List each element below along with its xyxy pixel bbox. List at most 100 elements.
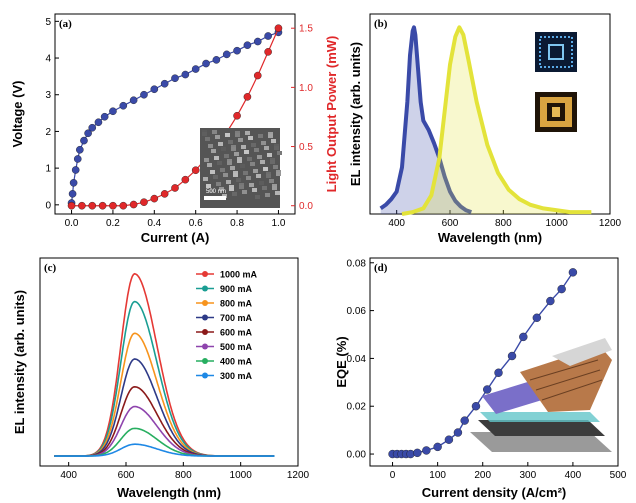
sem-grain xyxy=(228,140,233,144)
legend-swatch-marker xyxy=(202,285,208,292)
sem-grain xyxy=(250,162,255,166)
legend-swatch-marker xyxy=(202,358,208,364)
panel-a-voltage-point xyxy=(100,112,109,121)
panel-d-eqe-point xyxy=(557,284,566,294)
panel-d-label: (d) xyxy=(374,262,388,274)
panel-a-ytick-label: 0 xyxy=(45,200,51,211)
panel-d-xtick-label: 100 xyxy=(429,470,446,481)
legend-swatch-marker xyxy=(202,271,208,277)
panel-b-xtick-label: 400 xyxy=(388,218,405,229)
panel-a-voltage-point xyxy=(202,59,210,68)
panel-b-device-photo-gold xyxy=(535,92,577,132)
panel-a-ytick-label: 3 xyxy=(45,90,51,101)
sem-grain xyxy=(237,159,242,163)
panel-d-eqe-point xyxy=(444,435,454,444)
panel-a-power-point xyxy=(140,198,148,206)
sem-grain xyxy=(217,161,222,165)
panel-a-ytick-label: 2 xyxy=(45,127,51,138)
sem-grain xyxy=(209,189,214,193)
panel-a-y2label: Light Output Power (mW) xyxy=(324,36,339,193)
sem-grain xyxy=(243,171,248,175)
panel-a-voltage-point xyxy=(69,179,78,187)
panel-a-label: (a) xyxy=(59,18,72,30)
sem-grain xyxy=(214,156,219,160)
panel-c-spectrum-300-ma xyxy=(54,443,275,457)
panel-d-eqe-point xyxy=(460,416,469,425)
panel-a-power-point xyxy=(243,93,252,101)
panel-d-xtick-label: 300 xyxy=(519,470,536,481)
sem-grain xyxy=(215,135,220,139)
sem-grain xyxy=(252,188,257,192)
sem-grain xyxy=(227,161,232,165)
sem-grain xyxy=(211,149,216,153)
sem-grain xyxy=(257,155,262,159)
panel-d-ytick-label: 0.00 xyxy=(347,450,367,461)
legend-swatch-marker xyxy=(202,329,208,335)
panel-a-power-point xyxy=(150,194,159,203)
sem-grain xyxy=(241,145,246,149)
legend-label: 1000 mA xyxy=(220,270,258,280)
panel-a-voltage-point xyxy=(212,56,221,64)
panel-d-xtick-label: 500 xyxy=(610,470,627,481)
panel-a-voltage-point xyxy=(191,65,200,73)
panel-c-frame xyxy=(39,257,299,467)
panel-a-voltage-point xyxy=(94,118,103,127)
panel-d-eqe-point xyxy=(519,332,528,342)
sem-grain xyxy=(224,154,229,158)
panel-a-voltage-point xyxy=(243,41,252,49)
panel-a-power-point xyxy=(264,48,272,56)
panel-d-eqe-point xyxy=(494,368,503,377)
panel-a-power-point xyxy=(233,111,241,120)
panel-a-voltage-point xyxy=(68,190,77,198)
panel-a-power-point xyxy=(253,71,262,80)
panel-c-xtick-label: 400 xyxy=(60,470,77,481)
sem-grain xyxy=(249,183,254,187)
sem-grain xyxy=(263,167,268,171)
sem-grain xyxy=(235,133,240,137)
panel-a-ytick-label: 1 xyxy=(45,164,51,175)
panel-a-voltage-point xyxy=(129,96,138,105)
panel-d-eqe-point xyxy=(413,448,422,458)
panel-c-xtick-label: 600 xyxy=(118,470,135,481)
panel-a-voltage-point xyxy=(171,74,179,83)
sem-grain xyxy=(236,178,241,182)
sem-grain xyxy=(244,150,249,154)
sem-grain xyxy=(234,152,239,156)
sem-grain xyxy=(267,153,272,157)
panel-a-xtick-label: 0.8 xyxy=(230,218,244,229)
panel-a-power-point xyxy=(274,24,283,33)
panel-c-xtick-label: 1000 xyxy=(230,470,253,481)
legend-label: 600 mA xyxy=(220,328,253,338)
sem-grain xyxy=(221,147,226,151)
panel-d-eqe-point xyxy=(507,351,517,361)
sem-grain xyxy=(226,180,231,184)
sem-grain xyxy=(218,142,223,146)
sem-grain xyxy=(258,134,263,138)
sem-grain xyxy=(231,147,236,151)
panel-a-ytick-label: 4 xyxy=(45,54,51,65)
sem-grain xyxy=(212,130,217,134)
sem-grain xyxy=(261,141,266,145)
sem-grain xyxy=(262,186,267,190)
panel-d-ylabel: EQE (%) xyxy=(334,336,349,387)
panel-a-voltage-point xyxy=(181,70,190,79)
sem-grain xyxy=(239,185,244,189)
legend-label: 700 mA xyxy=(220,313,253,323)
panel-a: 0.0 0.2 0.4 0.6 0.8 1.0 0 1 2 3 4 5 0.0 0.5 1.0 1.5 500… xyxy=(10,13,339,245)
panel-c-spectrum-600-ma xyxy=(54,385,275,457)
legend-swatch-marker xyxy=(202,343,208,350)
panel-d-frame xyxy=(369,257,619,467)
sem-grain xyxy=(220,168,225,172)
panel-b-blue-spectrum-line xyxy=(379,25,472,215)
sem-grain xyxy=(205,137,210,141)
panel-b-ylabel: EL intensity (arb. units) xyxy=(348,42,363,186)
panel-a-power-point xyxy=(88,201,97,210)
sem-grain xyxy=(206,184,211,188)
panel-d-eqe-point xyxy=(546,296,555,306)
panel-a-power-point xyxy=(119,201,128,210)
panel-a-y2tick-label: 1.5 xyxy=(299,24,313,35)
sem-grain xyxy=(238,138,243,142)
panel-b-xtick-label: 1200 xyxy=(599,218,622,229)
panel-c: 400 600 800 1000 1200 1000 mA 900 mA 800 mA 700… xyxy=(12,257,310,500)
